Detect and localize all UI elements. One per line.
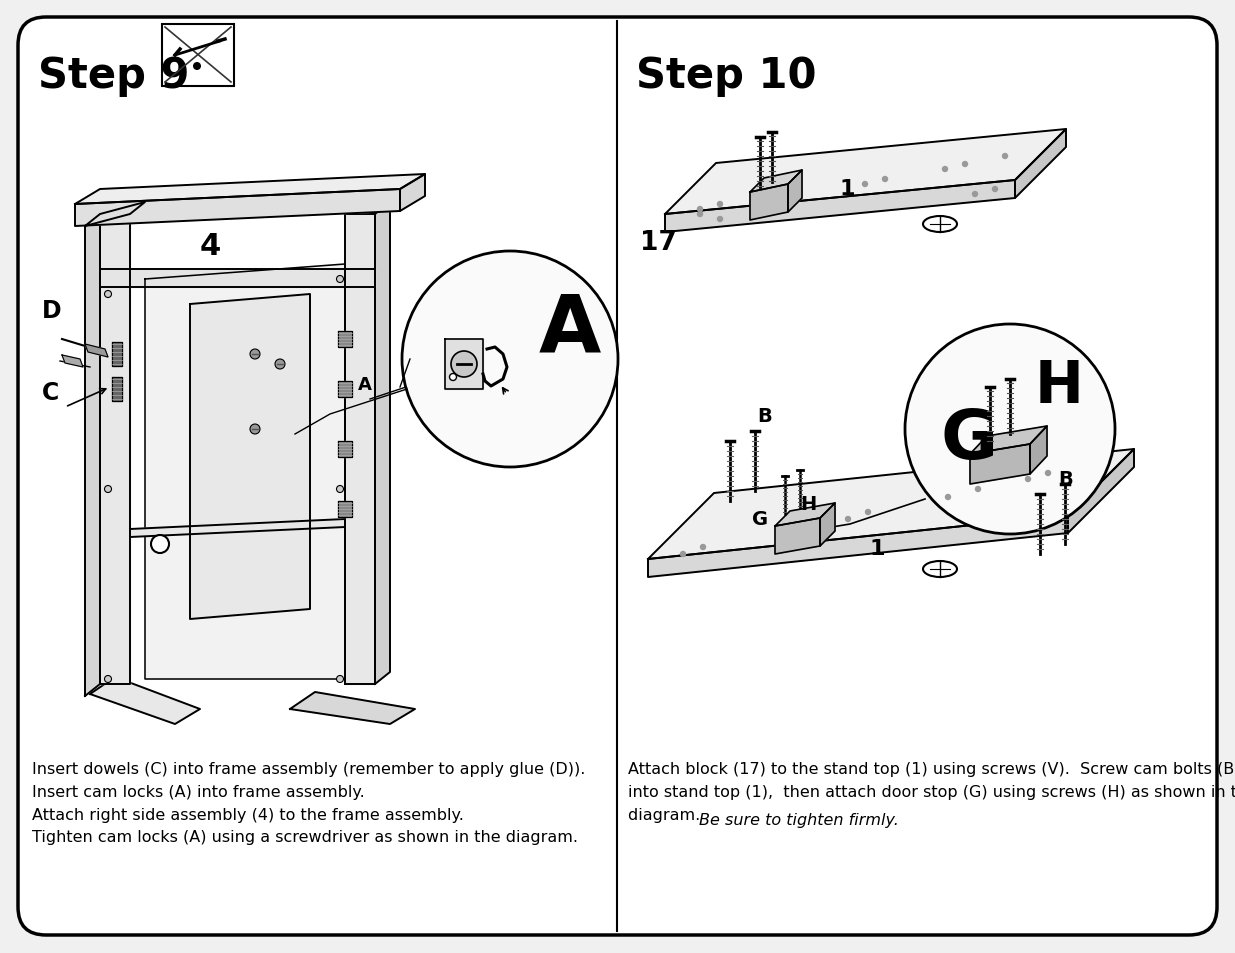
Polygon shape [969,444,1030,484]
Polygon shape [130,519,345,537]
Circle shape [151,536,169,554]
Text: H: H [800,495,816,514]
Text: 1: 1 [840,179,856,199]
FancyBboxPatch shape [162,25,233,87]
Circle shape [450,375,457,381]
Text: Insert dowels (C) into frame assembly (remember to apply glue (D)).
Insert cam l: Insert dowels (C) into frame assembly (r… [32,761,585,844]
Polygon shape [776,503,835,526]
Circle shape [976,487,981,492]
Circle shape [946,495,951,500]
Circle shape [1046,471,1051,476]
Circle shape [1003,154,1008,159]
Polygon shape [750,185,788,221]
Polygon shape [445,339,483,390]
Polygon shape [100,270,375,288]
Polygon shape [338,441,352,457]
Polygon shape [85,214,100,697]
Polygon shape [788,171,802,213]
Polygon shape [820,503,835,546]
Polygon shape [75,174,425,205]
Text: C: C [42,380,59,405]
Text: A: A [538,292,601,370]
Text: B: B [757,407,772,426]
Polygon shape [375,203,390,684]
Circle shape [698,208,703,213]
Circle shape [698,213,703,217]
Circle shape [451,352,477,377]
Polygon shape [85,345,107,357]
Polygon shape [664,130,1066,214]
Polygon shape [1030,427,1047,475]
Text: 17: 17 [640,230,677,255]
Text: A: A [358,375,372,394]
Polygon shape [338,332,352,348]
Ellipse shape [923,561,957,578]
Circle shape [249,350,261,359]
Polygon shape [400,174,425,212]
Polygon shape [750,171,802,193]
Circle shape [680,552,685,557]
FancyBboxPatch shape [19,18,1216,935]
Circle shape [718,202,722,208]
Text: G: G [940,406,997,473]
Circle shape [905,325,1115,535]
Polygon shape [969,427,1047,455]
Polygon shape [664,181,1015,233]
Circle shape [105,676,111,682]
Text: Attach block (17) to the stand top (1) using screws (V).  Screw cam bolts (B)
in: Attach block (17) to the stand top (1) u… [629,761,1235,821]
Circle shape [336,676,343,682]
Text: G: G [752,510,768,529]
Circle shape [846,517,851,522]
Polygon shape [1015,130,1066,199]
Circle shape [1025,477,1030,482]
Text: H: H [1035,357,1084,415]
Polygon shape [776,518,820,555]
Polygon shape [338,381,352,397]
Circle shape [249,424,261,435]
Text: B: B [1058,470,1073,489]
Polygon shape [90,678,200,724]
Polygon shape [345,214,375,684]
Circle shape [700,545,705,550]
Text: D: D [42,298,62,323]
Polygon shape [75,190,400,227]
Polygon shape [648,516,1068,578]
Circle shape [403,252,618,468]
Polygon shape [112,343,122,367]
Circle shape [993,188,998,193]
Text: 4: 4 [200,232,221,261]
Text: 1: 1 [869,538,885,558]
Circle shape [883,177,888,182]
Circle shape [718,217,722,222]
Polygon shape [112,377,122,401]
Polygon shape [100,214,130,684]
Polygon shape [85,203,144,227]
Circle shape [972,193,977,197]
Text: Be sure to tighten firmly.: Be sure to tighten firmly. [699,812,899,826]
Polygon shape [338,501,352,517]
Polygon shape [190,294,310,619]
Circle shape [862,182,867,188]
Circle shape [336,486,343,493]
Circle shape [866,510,871,515]
Circle shape [105,292,111,298]
Text: Step 9: Step 9 [38,55,189,97]
Circle shape [105,486,111,493]
Circle shape [275,359,285,370]
Polygon shape [62,355,83,368]
Circle shape [336,276,343,283]
Circle shape [962,162,967,168]
Polygon shape [1068,450,1134,534]
Circle shape [193,63,201,71]
Polygon shape [144,265,345,679]
Ellipse shape [923,216,957,233]
Text: Step 10: Step 10 [636,55,816,97]
Polygon shape [290,692,415,724]
Polygon shape [648,450,1134,559]
Circle shape [942,168,947,172]
